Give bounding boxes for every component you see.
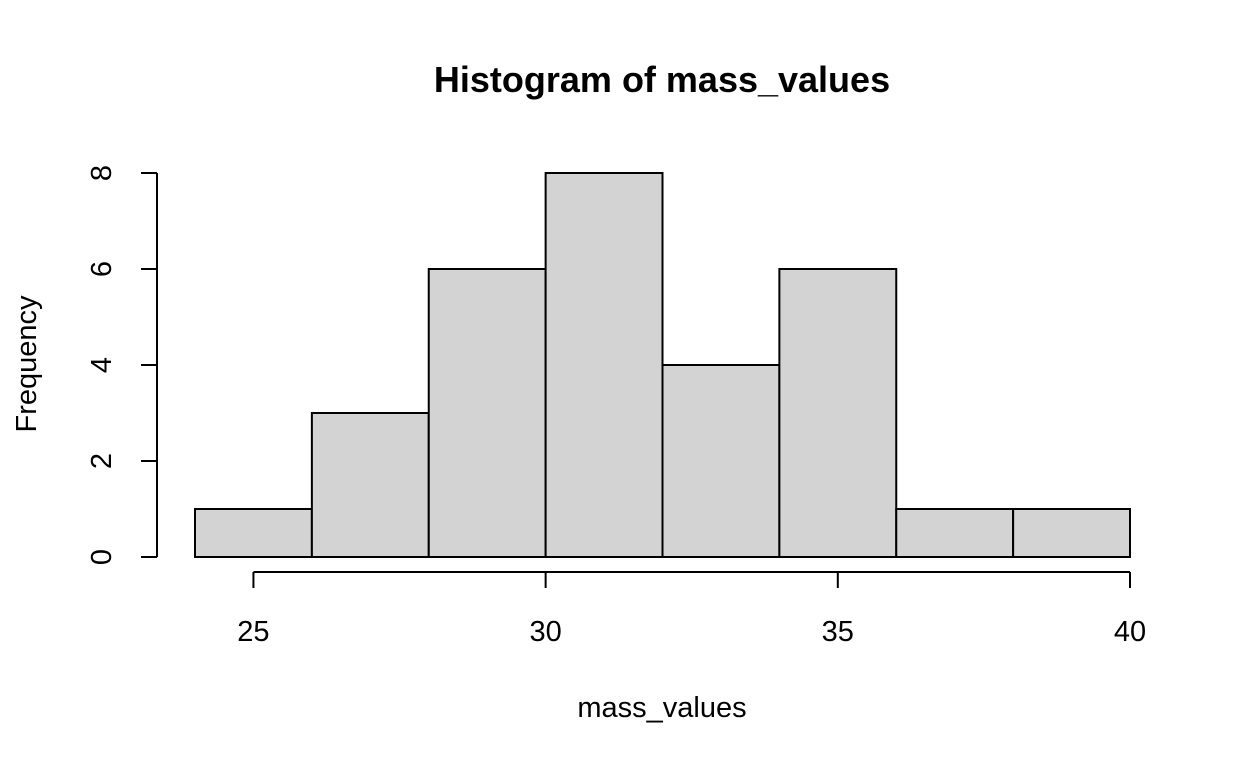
histogram-bar bbox=[895, 508, 1015, 558]
histogram-bar bbox=[1012, 508, 1131, 558]
x-tick-label: 25 bbox=[237, 616, 269, 648]
histogram-bar bbox=[194, 508, 313, 558]
x-axis: 25 30 35 40 bbox=[237, 571, 1146, 648]
y-tick-label: 2 bbox=[86, 453, 118, 469]
bars-group bbox=[194, 172, 1131, 558]
y-tick-label: 6 bbox=[86, 261, 118, 277]
histogram-bar bbox=[544, 172, 664, 558]
y-tick-label: 8 bbox=[86, 165, 118, 181]
x-axis-label: mass_values bbox=[577, 692, 746, 724]
x-tick-label: 35 bbox=[822, 616, 854, 648]
x-tick-label: 30 bbox=[529, 616, 561, 648]
y-tick-label: 4 bbox=[86, 357, 118, 373]
histogram-bar bbox=[427, 268, 547, 558]
histogram-bar bbox=[778, 268, 898, 558]
y-axis: 0 2 4 6 8 bbox=[86, 165, 158, 565]
histogram-bar bbox=[661, 364, 781, 558]
y-tick-label: 0 bbox=[86, 549, 118, 565]
x-tick-label: 40 bbox=[1114, 616, 1146, 648]
histogram-bar bbox=[310, 412, 430, 558]
chart-title: Histogram of mass_values bbox=[434, 59, 890, 100]
y-axis-label: Frequency bbox=[11, 295, 43, 433]
